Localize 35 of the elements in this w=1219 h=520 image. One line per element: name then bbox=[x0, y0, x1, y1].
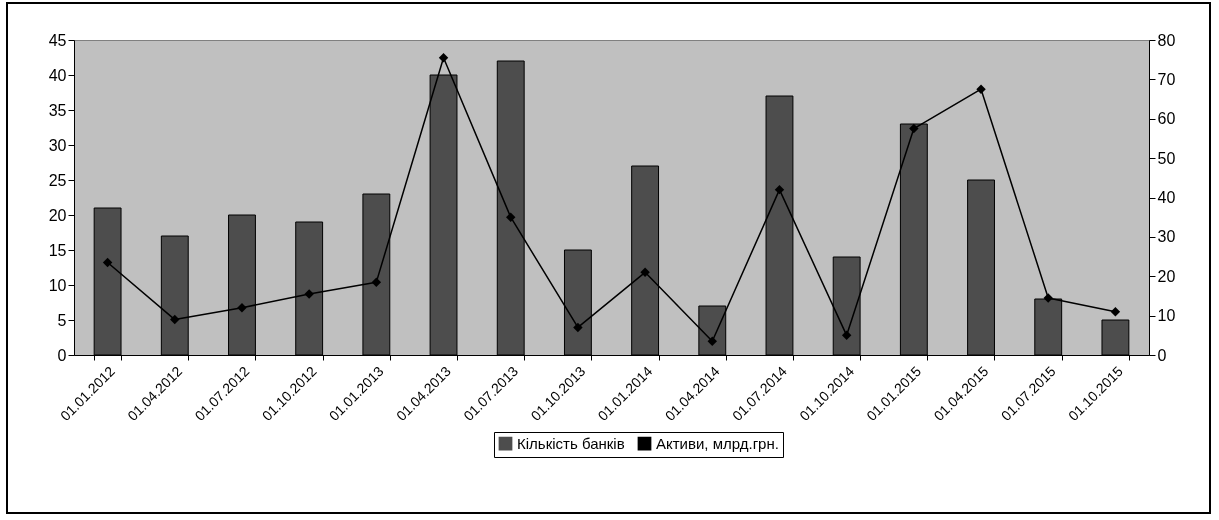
y-tick-label: 35 bbox=[48, 101, 67, 119]
y-tick-label: 10 bbox=[48, 276, 67, 294]
y2-tick-label: 30 bbox=[1157, 228, 1176, 246]
y-tick-label: 0 bbox=[57, 346, 67, 364]
point bbox=[909, 123, 919, 134]
y2-tick-label: 20 bbox=[1157, 267, 1176, 285]
y2-tick-label: 80 bbox=[1157, 31, 1176, 49]
point bbox=[1110, 306, 1121, 317]
y-tick-label: 45 bbox=[48, 31, 67, 49]
y2-tick-label: 10 bbox=[1157, 307, 1176, 325]
y2-tick-label: 50 bbox=[1157, 149, 1176, 167]
point bbox=[237, 303, 247, 313]
y-tick-label: 40 bbox=[48, 66, 67, 84]
y-tick-label: 30 bbox=[48, 136, 67, 154]
legend-label: Кількість банків bbox=[517, 434, 625, 452]
y2-tick-label: 60 bbox=[1157, 110, 1176, 128]
point bbox=[102, 257, 113, 268]
point bbox=[841, 330, 852, 341]
y-tick-label: 20 bbox=[48, 206, 67, 224]
point bbox=[640, 267, 650, 278]
y-tick-label: 5 bbox=[57, 311, 67, 329]
y-tick-label: 15 bbox=[48, 241, 67, 259]
y2-tick-label: 0 bbox=[1157, 346, 1167, 364]
point bbox=[707, 336, 718, 346]
point bbox=[573, 322, 583, 333]
point bbox=[505, 212, 516, 222]
y2-tick-label: 40 bbox=[1157, 189, 1176, 206]
y2-tick-label: 70 bbox=[1157, 70, 1176, 88]
point bbox=[1043, 293, 1053, 303]
point bbox=[170, 314, 180, 325]
legend-label: Активи, млрд.грн. bbox=[656, 434, 779, 452]
point bbox=[774, 184, 785, 195]
point bbox=[371, 277, 382, 287]
y-tick-label: 25 bbox=[48, 171, 67, 189]
point bbox=[438, 52, 449, 63]
